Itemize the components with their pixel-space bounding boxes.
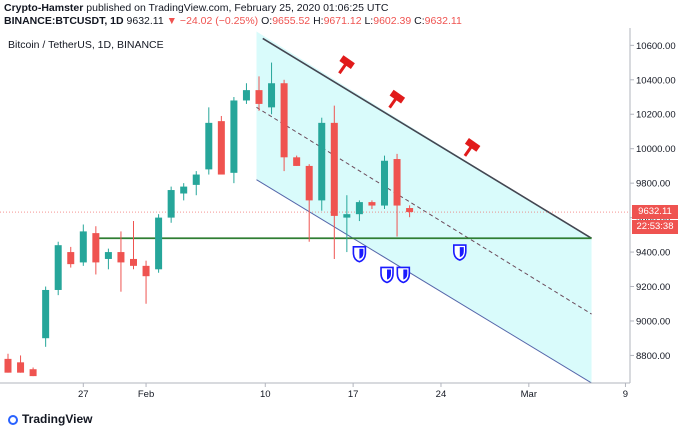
x-tick-label: 24 (436, 389, 447, 400)
candle-body (117, 252, 125, 263)
publish-info: published on TradingView.com, February 2… (86, 2, 389, 14)
shield-icon-fill (459, 247, 464, 258)
publish-line: Crypto-Hamster published on TradingView.… (4, 2, 388, 14)
candle-body (368, 202, 376, 206)
candle-body (242, 90, 250, 101)
chart-title: Bitcoin / TetherUS, 1D, BINANCE (8, 39, 164, 51)
shield-icon-fill (403, 269, 408, 280)
candle-body (217, 121, 225, 175)
candle-body (255, 90, 263, 104)
mid-trendline (256, 106, 592, 315)
y-tick-label: 10600.00 (636, 41, 676, 52)
chart-area[interactable]: Bitcoin / TetherUS, 1D, BINANCE 10600.00… (0, 28, 680, 403)
countdown-label: 22:53:38 (632, 220, 678, 235)
candle-body (142, 265, 150, 277)
shield-icon-fill (387, 269, 392, 280)
candle-body (54, 245, 62, 290)
ohlc-line: BINANCE:BTCUSDT, 1D 9632.11 ▼ −24.02 (−0… (4, 15, 462, 27)
open-label: O: (261, 15, 273, 27)
y-tick-label: 10400.00 (636, 75, 676, 86)
x-tick-label: 17 (348, 389, 359, 400)
y-tick-label: 9000.00 (636, 316, 670, 327)
last-price: 9632.11 (126, 15, 164, 27)
x-tick-label: 27 (78, 389, 89, 400)
candlestick-chart[interactable]: Bitcoin / TetherUS, 1D, BINANCE 10600.00… (0, 28, 680, 403)
upper-trendline (262, 37, 592, 239)
close-value: 9632.11 (424, 15, 462, 27)
candle-body (42, 289, 50, 339)
candle-body (67, 252, 75, 265)
candle-body (180, 186, 188, 194)
shield-icon-fill (359, 248, 364, 259)
candle-body (381, 160, 388, 206)
high-label: H: (313, 15, 324, 27)
y-tick-label: 10200.00 (636, 110, 676, 121)
candle-body (192, 174, 200, 185)
y-tick-label: 9800.00 (636, 179, 670, 190)
tradingview-logo[interactable]: TradingView (8, 412, 92, 426)
symbol-label: BINANCE:BTCUSDT, 1D (4, 15, 124, 27)
candle-body (393, 159, 401, 206)
x-tick-label: 10 (260, 389, 271, 400)
x-tick-label: 9 (623, 389, 628, 400)
candle-body (79, 231, 87, 263)
y-tick-label: 10000.00 (636, 144, 676, 155)
open-value: 9655.52 (272, 15, 311, 27)
candle-body (343, 214, 351, 218)
hammer-icon (388, 89, 406, 109)
candle-body (155, 217, 163, 270)
candle-body (355, 202, 363, 215)
candle-body (406, 208, 414, 213)
candle-body (130, 258, 137, 266)
candle-body (167, 190, 175, 218)
candle-body (17, 362, 25, 373)
y-tick-label: 8800.00 (636, 351, 670, 362)
candle-body (268, 83, 276, 108)
candle-body (330, 122, 338, 216)
candle-body (205, 122, 213, 170)
footer: TradingView (0, 406, 680, 431)
candle-body (230, 100, 238, 173)
high-value: 9671.12 (323, 15, 362, 27)
lower-trendline (256, 179, 592, 384)
x-tick-label: Mar (521, 389, 537, 400)
y-tick-label: 9200.00 (636, 282, 670, 293)
close-label: C: (414, 15, 425, 27)
x-tick-label: Feb (138, 389, 154, 400)
candle-body (29, 369, 37, 377)
last-price-label: 9632.11 (632, 205, 678, 220)
candle-body (318, 122, 326, 201)
low-value: 9602.39 (373, 15, 412, 27)
hammer-icon (338, 55, 355, 75)
low-label: L: (364, 15, 374, 27)
candle-body (305, 165, 313, 201)
candle-body (4, 358, 12, 373)
candle-body (92, 233, 100, 263)
hammer-icon (463, 137, 481, 157)
channel-fill (256, 31, 592, 384)
candle-body (293, 157, 301, 166)
tradingview-logo-icon (8, 415, 18, 425)
candle-body (280, 83, 288, 158)
author-name[interactable]: Crypto-Hamster (4, 2, 84, 14)
price-change: ▼ −24.02 (−0.25%) (166, 15, 259, 27)
y-tick-label: 9400.00 (636, 248, 670, 259)
candle-body (104, 252, 112, 259)
